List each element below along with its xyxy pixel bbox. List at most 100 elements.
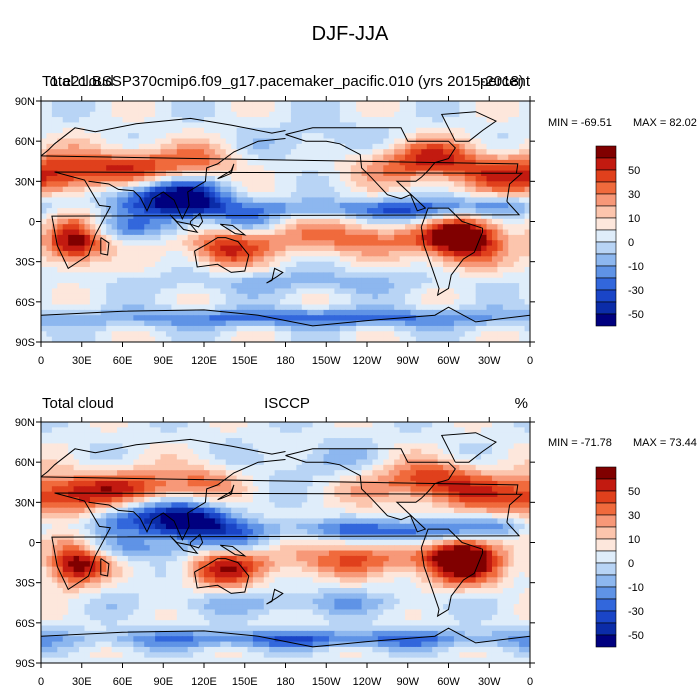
field-cell — [269, 325, 276, 332]
field-cell — [133, 213, 140, 220]
field-cell — [106, 422, 113, 428]
field-cell — [236, 122, 243, 129]
field-cell — [367, 213, 374, 220]
field-cell — [361, 202, 368, 209]
field-cell — [372, 202, 379, 209]
field-cell — [236, 197, 243, 204]
field-cell — [41, 299, 48, 306]
field-cell — [155, 293, 162, 300]
field-cell — [176, 213, 183, 220]
field-cell — [377, 443, 384, 450]
coastline — [220, 223, 247, 236]
field-cell — [171, 256, 178, 263]
field-cell — [415, 256, 422, 263]
field-cell — [187, 208, 194, 215]
field-cell — [182, 422, 189, 428]
field-cell — [214, 438, 221, 445]
field-cell — [100, 470, 107, 477]
field-cell — [274, 277, 281, 284]
field-cell — [204, 267, 211, 273]
field-cell — [231, 186, 238, 193]
field-cell — [171, 245, 178, 252]
field-cell — [84, 320, 91, 327]
field-cell — [405, 175, 412, 182]
field-cell — [144, 133, 151, 140]
field-cell — [464, 192, 471, 198]
field-cell — [73, 229, 80, 236]
field-cell — [133, 186, 140, 193]
field-cell — [405, 197, 412, 204]
field-cell — [491, 117, 498, 124]
field-cell — [79, 165, 86, 172]
field-cell — [312, 208, 319, 215]
field-cell — [258, 283, 265, 290]
field-cell — [318, 218, 325, 225]
field-cell — [350, 170, 357, 177]
field-cell — [437, 170, 444, 177]
field-cell — [160, 170, 167, 177]
field-cell — [84, 202, 91, 209]
field-cell — [46, 438, 53, 445]
field-cell — [513, 454, 520, 461]
field-cell — [486, 101, 493, 107]
field-cell — [443, 122, 450, 129]
field-cell — [328, 267, 335, 273]
field-cell — [399, 106, 406, 113]
field-cell — [491, 422, 498, 428]
field-cell — [133, 202, 140, 209]
field-cell — [269, 320, 276, 327]
field-cell — [57, 101, 64, 107]
field-cell — [399, 159, 406, 166]
field-cell — [448, 197, 455, 204]
field-cell — [95, 165, 102, 172]
field-cell — [323, 299, 330, 306]
field-cell — [328, 422, 335, 428]
field-cell — [301, 277, 308, 284]
field-cell — [464, 454, 471, 461]
field-cell — [100, 175, 107, 182]
field-cell — [198, 154, 205, 161]
field-cell — [133, 234, 140, 241]
field-cell — [225, 101, 232, 107]
field-cell — [470, 245, 477, 252]
field-cell — [79, 432, 86, 439]
field-cell — [437, 443, 444, 450]
field-cell — [356, 111, 363, 118]
field-cell — [323, 122, 330, 129]
field-cell — [475, 256, 482, 263]
field-cell — [165, 202, 172, 209]
field-cell — [388, 309, 395, 316]
field-cell — [220, 117, 227, 124]
field-cell — [79, 267, 86, 273]
field-cell — [214, 325, 221, 332]
field-cell — [410, 202, 417, 209]
field-cell — [290, 165, 297, 172]
field-cell — [111, 245, 118, 252]
field-cell — [415, 197, 422, 204]
field-cell — [57, 299, 64, 306]
field-cell — [448, 181, 455, 188]
field-cell — [285, 197, 292, 204]
field-cell — [497, 336, 504, 342]
field-cell — [122, 256, 129, 263]
field-cell — [524, 192, 530, 198]
field-cell — [182, 122, 189, 129]
field-cell — [415, 224, 422, 231]
field-cell — [193, 448, 200, 455]
field-cell — [502, 111, 509, 118]
field-cell — [84, 459, 91, 466]
field-cell — [133, 192, 140, 198]
field-cell — [312, 261, 319, 268]
field-cell — [214, 186, 221, 193]
field-cell — [57, 202, 64, 209]
field-cell — [519, 229, 526, 236]
field-cell — [356, 138, 363, 145]
field-cell — [318, 127, 325, 134]
field-cell — [307, 133, 314, 140]
field-cell — [432, 315, 439, 322]
field-cell — [502, 293, 509, 300]
field-cell — [209, 229, 216, 236]
field-cell — [84, 240, 91, 247]
field-cell — [415, 154, 422, 161]
field-cell — [296, 443, 303, 450]
